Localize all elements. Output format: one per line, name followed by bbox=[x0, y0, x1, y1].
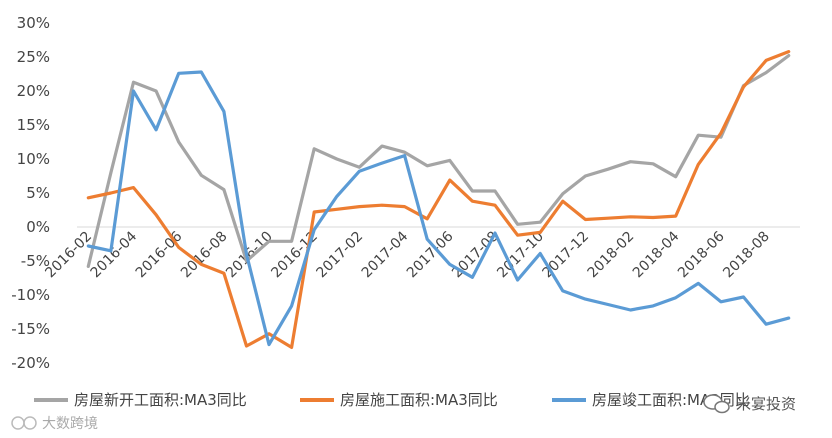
legend: 房屋新开工面积:MA3同比 房屋施工面积:MA3同比 房屋竣工面积:MA3同比 bbox=[34, 391, 750, 409]
x-tick-label: 2017-02 bbox=[314, 229, 367, 282]
y-tick-label: 20% bbox=[17, 82, 50, 100]
series-line-1 bbox=[86, 53, 791, 268]
watermark-right-text: 米宴投资 bbox=[736, 395, 796, 413]
x-tick-label: 2018-02 bbox=[585, 229, 638, 282]
watermark-bottom-right: 米宴投资 bbox=[703, 394, 796, 414]
x-tick-label: 2018-08 bbox=[720, 229, 773, 282]
y-tick-label: -15% bbox=[11, 320, 50, 338]
x-tick-label: 2016-06 bbox=[133, 228, 186, 281]
x-tick-label: 2016-02 bbox=[42, 229, 95, 282]
y-tick-label: 0% bbox=[26, 218, 50, 236]
watermark-bottom-left: 大数跨境 bbox=[11, 416, 98, 432]
watermark-left-text: 大数跨境 bbox=[42, 416, 98, 432]
y-tick-label: 15% bbox=[17, 116, 50, 134]
watermark-logo-icon bbox=[11, 416, 37, 430]
y-tick-label: 5% bbox=[26, 184, 50, 202]
x-tick-label: 2017-04 bbox=[359, 228, 412, 281]
y-tick-label: 10% bbox=[17, 150, 50, 168]
legend-label: 房屋施工面积:MA3同比 bbox=[340, 391, 498, 409]
y-tick-label: 30% bbox=[17, 14, 50, 32]
series-layer bbox=[86, 49, 791, 349]
y-tick-label: -20% bbox=[11, 354, 50, 372]
wechat-logo-icon bbox=[703, 394, 730, 414]
y-axis: 30% 25% 20% 15% 10% 5% 0% -5% -10% -15% -20% bbox=[11, 14, 800, 372]
x-tick-label: 2017-06 bbox=[404, 228, 457, 281]
y-tick-label: 25% bbox=[17, 48, 50, 66]
legend-label: 房屋新开工面积:MA3同比 bbox=[74, 391, 247, 409]
series-line-3 bbox=[86, 70, 791, 347]
y-tick-label: -10% bbox=[11, 286, 50, 304]
x-axis: 2016-022016-042016-062016-082016-102016-… bbox=[42, 228, 772, 281]
y-tick-label: -5% bbox=[21, 252, 50, 270]
x-tick-label: 2018-04 bbox=[630, 228, 683, 281]
series-line-2 bbox=[86, 49, 791, 349]
x-tick-label: 2016-10 bbox=[223, 229, 276, 282]
x-tick-label: 2018-06 bbox=[675, 228, 728, 281]
x-tick-label: 2017-12 bbox=[540, 229, 593, 282]
